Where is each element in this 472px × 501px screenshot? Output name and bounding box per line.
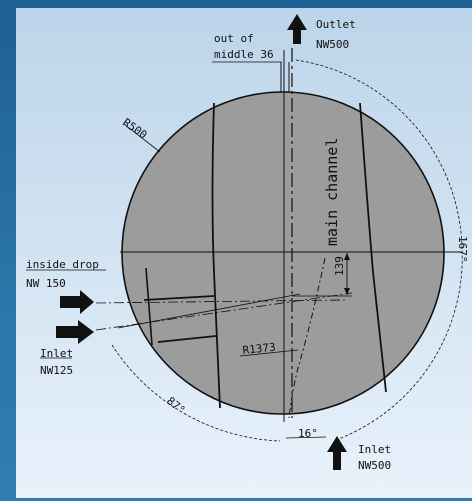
inside-drop-label-line1: inside drop <box>26 258 99 271</box>
angle-bottom-label: 16° <box>298 427 318 440</box>
inside-drop-label-line2: NW 150 <box>26 277 66 290</box>
inside-drop-arrow-icon <box>60 290 94 314</box>
manhole-disc <box>121 91 445 415</box>
outlet-top-label-line2: NW500 <box>316 38 349 51</box>
r1373-underline <box>239 349 299 357</box>
dim-139-arrow-top <box>344 253 350 260</box>
angle-16-dimension <box>285 436 327 439</box>
offset-dimension-label: 139 <box>333 256 346 276</box>
inlet-flow-line-3 <box>117 293 301 329</box>
inlet-left-label-line2: NW125 <box>40 364 73 377</box>
angle-right-label: 167° <box>456 236 469 263</box>
inlet-bottom-label-line1: Inlet <box>358 443 391 456</box>
outlet-arrow-icon <box>287 14 307 44</box>
out-of-middle-label-line2: middle 36 <box>214 48 274 61</box>
outlet-top-label-line1: Outlet <box>316 18 356 31</box>
inside-drop-wall-lower <box>157 335 217 343</box>
channel-wall-left <box>211 102 221 409</box>
radius-label: R500 <box>120 116 149 142</box>
channel-wall-far-left <box>145 267 153 346</box>
angle-arc-167 <box>295 59 463 441</box>
inside-drop-wall-upper <box>143 295 215 301</box>
inlet-bottom-label-line2: NW500 <box>358 459 391 472</box>
channel-wall-right <box>359 102 387 393</box>
main-channel-label: main channel <box>323 138 341 246</box>
dim-139-arrow-bottom <box>344 288 350 295</box>
channel-radius-label: R1373 <box>242 341 276 357</box>
r1373-arc <box>288 257 326 419</box>
r500-leader <box>123 123 161 153</box>
inlet-left-label-line1: Inlet <box>40 347 73 360</box>
out-of-middle-label-line1: out of <box>214 32 254 45</box>
inlet-bottom-arrow-icon <box>327 436 347 470</box>
angle-arc-87 <box>111 344 281 442</box>
inlet-left-arrow-icon <box>56 320 94 344</box>
inlet-flow-line-1 <box>95 299 346 304</box>
